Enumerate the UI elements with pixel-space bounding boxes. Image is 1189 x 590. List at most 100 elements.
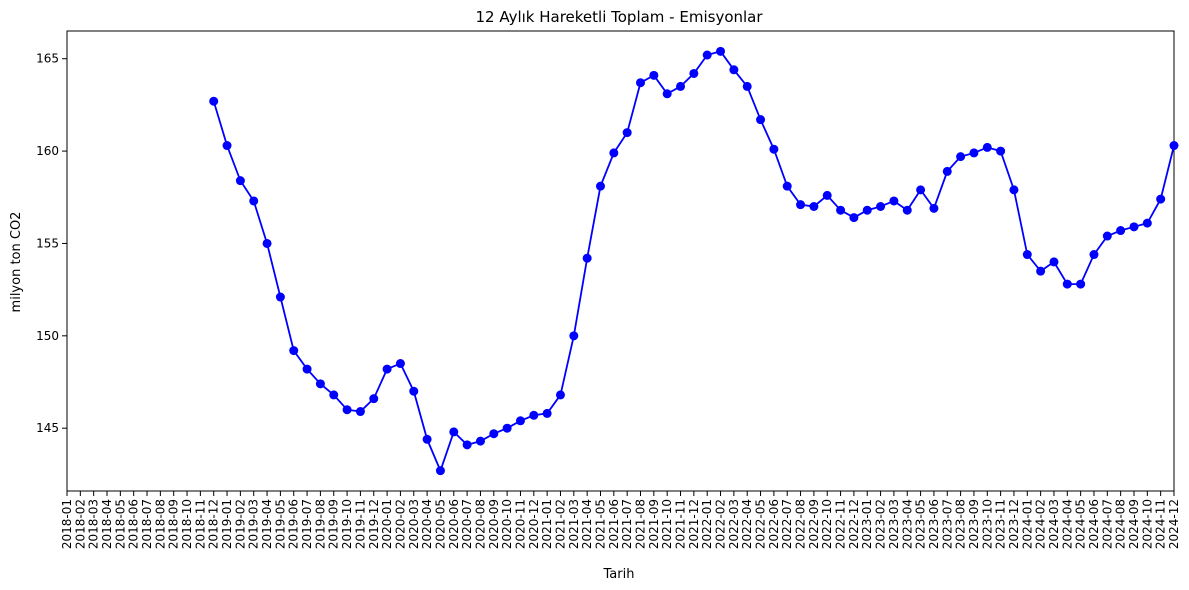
data-point	[542, 408, 552, 418]
data-point	[289, 346, 299, 356]
x-tick-label: 2020-08	[473, 499, 487, 549]
data-point	[1116, 226, 1126, 236]
data-point	[636, 78, 646, 88]
x-tick-label: 2018-07	[140, 499, 154, 549]
x-tick-label: 2018-09	[167, 499, 181, 549]
data-point	[382, 364, 392, 374]
data-point	[796, 200, 806, 210]
x-tick-label: 2023-11	[994, 499, 1008, 549]
data-point	[422, 434, 432, 444]
data-point	[729, 65, 739, 75]
x-tick-label: 2024-06	[1087, 499, 1101, 549]
data-point	[369, 394, 379, 404]
data-point	[515, 416, 525, 426]
data-point	[262, 238, 272, 248]
data-point	[435, 466, 445, 476]
data-point	[929, 203, 939, 213]
data-point	[622, 128, 632, 138]
data-point	[996, 146, 1006, 156]
x-tick-label: 2022-01	[700, 499, 714, 549]
data-point	[969, 148, 979, 158]
x-tick-label: 2018-12	[207, 499, 221, 549]
data-point	[649, 70, 659, 80]
x-tick-label: 2022-08	[794, 499, 808, 549]
data-point	[822, 190, 832, 200]
data-point	[849, 213, 859, 223]
x-tick-label: 2018-01	[60, 499, 74, 549]
x-tick-label: 2023-01	[860, 499, 874, 549]
data-point	[1156, 194, 1166, 204]
x-tick-label: 2022-05	[754, 499, 768, 549]
data-point	[742, 81, 752, 91]
data-point	[395, 359, 405, 369]
x-tick-label: 2020-10	[500, 499, 514, 549]
x-tick-label: 2018-04	[100, 499, 114, 549]
x-tick-label: 2019-07	[300, 499, 314, 549]
y-tick-label: 155	[36, 236, 59, 250]
x-tick-label: 2024-01	[1020, 499, 1034, 549]
x-tick-label: 2024-07	[1100, 499, 1114, 549]
x-tick-label: 2023-08	[954, 499, 968, 549]
x-tick-label: 2021-04	[580, 499, 594, 549]
x-tick-label: 2023-12	[1007, 499, 1021, 549]
data-point	[529, 410, 539, 420]
data-point	[942, 166, 952, 176]
data-point	[475, 436, 485, 446]
data-point	[1062, 279, 1072, 289]
x-tick-label: 2018-06	[127, 499, 141, 549]
data-point	[782, 181, 792, 191]
x-tick-label: 2021-06	[607, 499, 621, 549]
x-tick-label: 2021-08	[634, 499, 648, 549]
data-point	[1022, 250, 1032, 260]
series-line	[212, 50, 1175, 474]
data-point	[889, 196, 899, 206]
x-tick-label: 2023-06	[927, 499, 941, 549]
y-tick-label: 160	[36, 144, 59, 158]
y-axis: 145 150 155 160 165	[36, 52, 67, 435]
data-point	[1009, 185, 1019, 195]
x-tick-label: 2022-11	[834, 499, 848, 549]
data-point	[836, 205, 846, 215]
x-tick-label: 2021-03	[567, 499, 581, 549]
x-tick-label: 2018-11	[193, 499, 207, 549]
data-point	[595, 181, 605, 191]
x-tick-label: 2022-12	[847, 499, 861, 549]
y-tick-label: 150	[36, 329, 59, 343]
x-tick-label: 2018-08	[153, 499, 167, 549]
x-tick-label: 2024-04	[1060, 499, 1074, 549]
data-point	[235, 176, 245, 186]
data-point	[1076, 279, 1086, 289]
x-tick-label: 2021-02	[553, 499, 567, 549]
x-tick-label: 2022-09	[807, 499, 821, 549]
x-tick-label: 2020-09	[487, 499, 501, 549]
x-tick-label: 2019-10	[340, 499, 354, 549]
data-point	[876, 202, 886, 212]
x-tick-label: 2020-03	[407, 499, 421, 549]
data-point	[716, 46, 726, 56]
x-tick-label: 2019-11	[353, 499, 367, 549]
data-point	[489, 429, 499, 439]
plot-frame	[66, 30, 1175, 492]
y-tick-label: 165	[36, 52, 59, 66]
data-point	[569, 331, 579, 341]
data-point	[1142, 218, 1152, 228]
data-point	[222, 141, 232, 151]
x-tick-label: 2021-07	[620, 499, 634, 549]
x-tick-label: 2020-04	[420, 499, 434, 549]
data-point	[249, 196, 259, 206]
x-tick-label: 2023-09	[967, 499, 981, 549]
data-point	[315, 379, 325, 389]
data-point	[1089, 250, 1099, 260]
data-point	[502, 423, 512, 433]
y-axis-label: milyon ton CO2	[9, 212, 24, 313]
data-point	[662, 89, 672, 99]
x-tick-label: 2019-05	[273, 499, 287, 549]
data-point	[1129, 222, 1139, 232]
data-point	[275, 292, 285, 302]
data-point	[1049, 257, 1059, 267]
data-point	[1036, 266, 1046, 276]
data-point	[302, 364, 312, 374]
x-tick-label: 2018-05	[113, 499, 127, 549]
x-tick-label: 2024-08	[1114, 499, 1128, 549]
